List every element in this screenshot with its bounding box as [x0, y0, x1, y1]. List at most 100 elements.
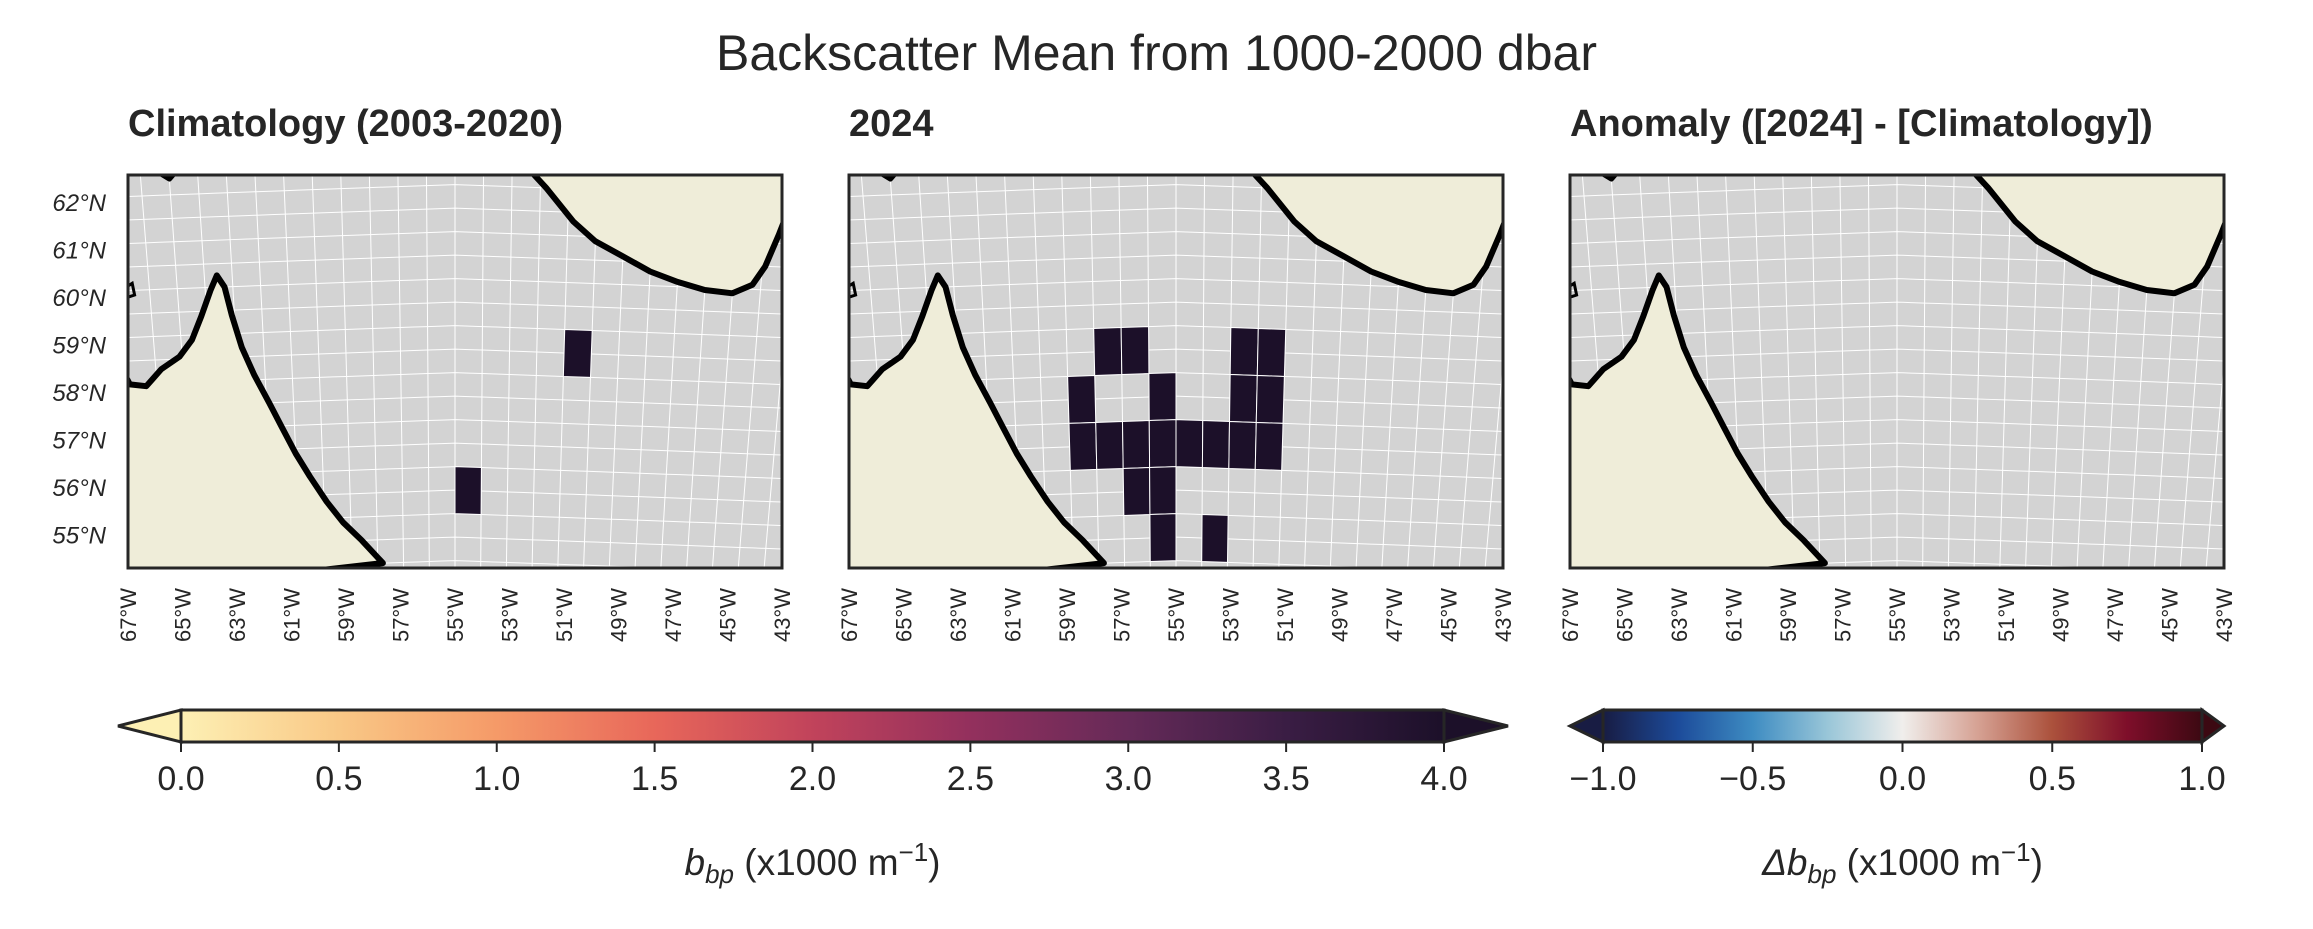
- data-cell: [1120, 326, 1150, 376]
- x-tick-label: 61°W: [280, 588, 305, 642]
- x-tick-label: 53°W: [498, 588, 523, 642]
- meridian-gridline: [1518, 104, 1571, 666]
- colorbar-body: [179, 708, 1446, 744]
- land-greenland: [530, 175, 782, 297]
- colorbar-tick-label: 0.5: [2029, 760, 2076, 798]
- land-small-island: [849, 280, 858, 299]
- parallel-gridline: [742, 114, 1611, 130]
- colorbar-body: [1601, 708, 2204, 744]
- colorbar-extend-min: [117, 708, 183, 744]
- data-cell: [1148, 372, 1177, 422]
- data-cell: [1229, 327, 1259, 376]
- y-tick-label: 59°N: [52, 333, 106, 360]
- parallel-gridline: [23, 138, 887, 154]
- land-baffin: [878, 175, 898, 182]
- land-baffin: [1599, 175, 1619, 182]
- x-tick-label: 51°W: [1273, 588, 1298, 642]
- parallel-gridline: [79, 655, 831, 669]
- data-cell: [1149, 466, 1177, 516]
- x-tick-label: 43°W: [2212, 588, 2237, 642]
- x-tick-label: 65°W: [892, 588, 917, 642]
- x-tick-label: 55°W: [1885, 588, 1910, 642]
- x-tick-label: 47°W: [661, 588, 686, 642]
- x-tick-label: 59°W: [334, 588, 359, 642]
- colorbar-tick-label: 0.5: [315, 760, 362, 798]
- x-tick-label: 67°W: [1558, 588, 1583, 642]
- parallel-gridline: [849, 325, 1503, 339]
- parallel-gridline: [21, 114, 890, 130]
- panel-title-climatology: Climatology (2003-2020): [128, 103, 564, 145]
- map-panel-2024: [742, 104, 1611, 666]
- x-tick-label: 49°W: [607, 588, 632, 642]
- data-cell: [454, 466, 482, 516]
- data-cell: [1095, 420, 1124, 470]
- data-cell: [1122, 467, 1151, 516]
- x-tick-label: 51°W: [552, 588, 577, 642]
- data-cell: [1228, 373, 1258, 423]
- data-cell: [1093, 327, 1123, 376]
- x-tick-label: 45°W: [1437, 588, 1462, 642]
- x-tick-label: 65°W: [1613, 588, 1638, 642]
- data-cell: [1068, 421, 1098, 471]
- x-tick-label: 61°W: [1001, 588, 1026, 642]
- x-tick-label: 49°W: [2049, 588, 2074, 642]
- land-greenland: [1251, 175, 1503, 297]
- land-baffin: [157, 175, 177, 182]
- x-tick-label: 57°W: [1110, 588, 1135, 642]
- x-tick-label: 63°W: [225, 588, 250, 642]
- x-tick-label: 63°W: [1667, 588, 1692, 642]
- x-tick-label: 63°W: [946, 588, 971, 642]
- parallel-gridline: [1570, 301, 2224, 315]
- parallel-gridline: [1570, 325, 2224, 339]
- land-small-island: [1570, 280, 1579, 299]
- colorbar-tick-label: 3.5: [1262, 760, 1309, 798]
- x-tick-label: 49°W: [1328, 588, 1353, 642]
- x-tick-label: 61°W: [1722, 588, 1747, 642]
- colorbar-tick-label: 0.0: [1879, 760, 1926, 798]
- parallel-gridline: [744, 138, 1608, 154]
- colorbar-tick-label: 0.0: [157, 760, 204, 798]
- meridian-gridline: [797, 104, 850, 666]
- data-cell: [1256, 327, 1287, 377]
- x-tick-label: 43°W: [770, 588, 795, 642]
- land-labrador: [128, 272, 386, 568]
- colorbar-extend-max: [2200, 707, 2227, 745]
- parallel-gridline: [235, 560, 675, 568]
- data-cell: [1149, 513, 1177, 563]
- parallel-gridline: [128, 301, 782, 315]
- map-panel-climatology: [21, 114, 890, 669]
- map-panel-anomaly: [1460, 91, 2313, 666]
- x-tick-label: 57°W: [1831, 588, 1856, 642]
- parallel-gridline: [1460, 91, 2313, 107]
- data-cell: [1201, 513, 1229, 563]
- x-tick-label: 45°W: [716, 588, 741, 642]
- data-cell: [562, 328, 593, 378]
- x-tick-label: 59°W: [1776, 588, 1801, 642]
- x-tick-label: 59°W: [1055, 588, 1080, 642]
- x-tick-label: 53°W: [1219, 588, 1244, 642]
- parallel-gridline: [1463, 114, 2313, 130]
- colorbar-tick-label: −0.5: [1719, 760, 1786, 798]
- y-tick-label: 62°N: [52, 190, 106, 217]
- data-cell: [1175, 419, 1204, 469]
- colorbar-delta-bbp: −1.0 −0.5 0.0 0.5 1.0 Δbbp (x1000 m−1): [1566, 707, 2227, 889]
- colorbar-label: bbp (x1000 m−1): [685, 837, 941, 889]
- y-tick-label: 55°N: [52, 523, 106, 550]
- data-cell: [1254, 421, 1284, 471]
- data-cell: [1228, 420, 1257, 470]
- x-tick-label: 67°W: [837, 588, 862, 642]
- x-tick-label: 45°W: [2158, 588, 2183, 642]
- x-tick-label: 53°W: [1940, 588, 1965, 642]
- colorbar-tick-label: −1.0: [1569, 760, 1636, 798]
- panel-title-anomaly: Anomaly ([2024] - [Climatology]): [1570, 103, 2153, 145]
- colorbar-tick-label: 4.0: [1420, 760, 1467, 798]
- land-labrador: [849, 272, 1107, 568]
- x-tick-label: 65°W: [171, 588, 196, 642]
- parallel-gridline: [1677, 560, 2117, 568]
- panel-title-2024: 2024: [849, 103, 934, 145]
- data-cell: [1255, 374, 1285, 424]
- colorbar-tick-label: 1.5: [631, 760, 678, 798]
- land-labrador: [1570, 272, 1828, 568]
- land-greenland: [1972, 175, 2224, 297]
